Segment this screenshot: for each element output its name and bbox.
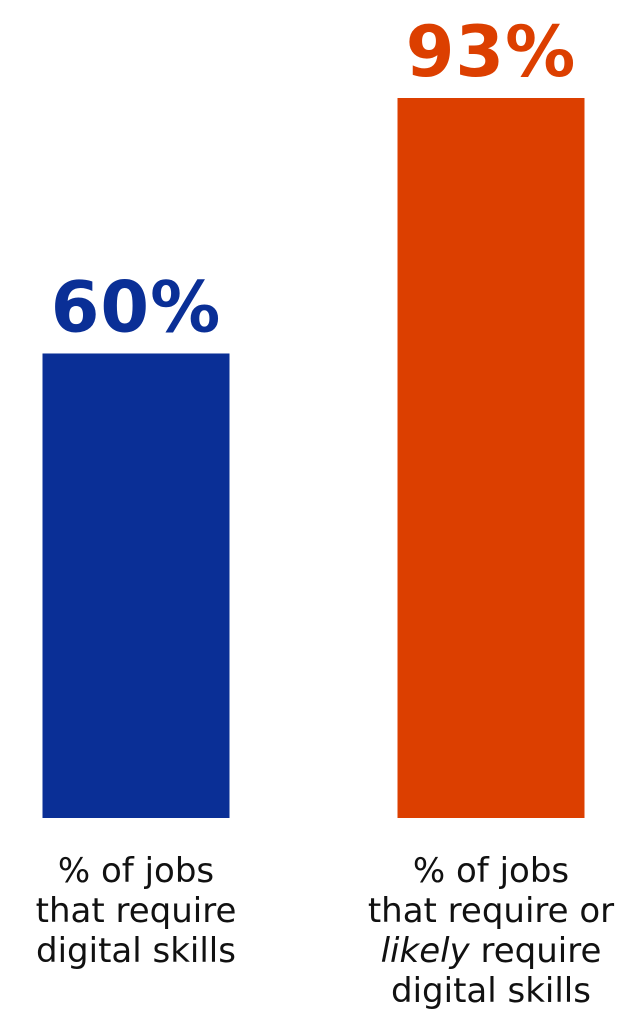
- bar-value-label-2: 93%: [406, 11, 577, 93]
- bar-value-label-1: 60%: [51, 266, 222, 348]
- bar-1: [42, 353, 230, 818]
- bar-2: [397, 98, 585, 818]
- category-label-line: % of jobs: [413, 851, 569, 891]
- category-label-line: that require: [36, 891, 237, 931]
- category-label-line: likely require: [381, 931, 602, 971]
- category-label-line: that require or: [368, 891, 614, 931]
- category-label-1: % of jobs that require digital skills: [36, 851, 237, 971]
- category-label-2: % of jobs that require or likely require di…: [368, 851, 614, 1011]
- category-label-line: digital skills: [36, 931, 236, 971]
- category-label-line: % of jobs: [58, 851, 214, 891]
- category-label-line: digital skills: [391, 971, 591, 1011]
